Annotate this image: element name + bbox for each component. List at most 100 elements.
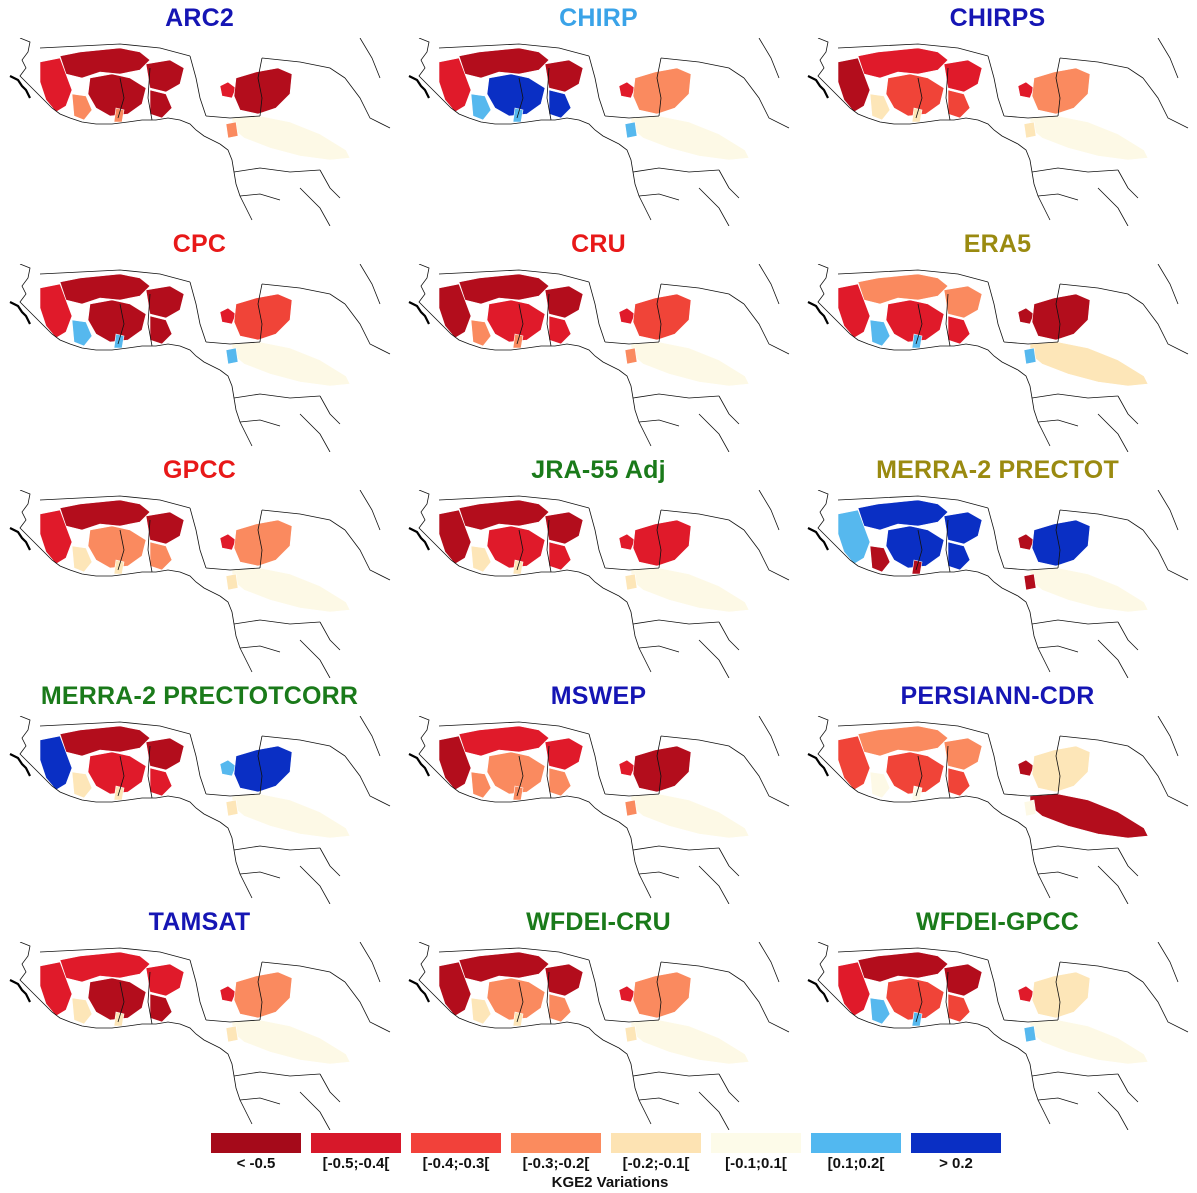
country-border [660,961,745,983]
basin-congo-north [630,567,750,613]
country-border [257,961,263,1021]
country-border [758,490,780,531]
basin-map [9,490,391,678]
country-border [189,55,207,117]
panel-title: CRU [571,230,626,258]
country-border [1017,1047,1051,1125]
country-border [147,293,153,347]
coastline [9,75,31,99]
legend-label: [-0.5;-0.4[ [322,1155,390,1172]
basin-niger-central [87,299,147,343]
country-border [117,303,125,345]
country-border [817,942,1019,1049]
country-border [299,1091,331,1130]
country-border [546,293,552,347]
country-border [1059,283,1144,305]
basin-sanaga [1023,799,1037,817]
country-border [19,716,221,823]
legend-item: > 0.2 [910,1133,1002,1172]
country-border [1003,567,1059,571]
country-border [817,490,1019,597]
basin-map [408,264,790,452]
basin-niger-central [885,977,945,1021]
country-border [1142,303,1189,355]
country-border [618,821,652,899]
panel-title: TAMSAT [148,908,251,936]
country-border [319,169,341,199]
country-border [117,981,125,1023]
country-border [516,77,524,119]
country-border [219,143,253,221]
basin-map [807,716,1189,904]
panel-title: JRA-55 Adj [531,456,666,484]
basin-lake-chad [618,307,636,325]
country-border [758,264,780,305]
legend: KGE2 Variations < -0.5 [-0.5;-0.4[[-0.4;-… [210,1133,1010,1193]
country-border [1031,167,1119,173]
basin-volta [548,89,572,119]
country-border [1017,369,1051,447]
country-border [945,745,951,799]
basin-senegal-niger-north [857,273,949,305]
panel-title: CHIRP [559,4,638,32]
basin-volta [548,315,572,345]
country-border [837,43,989,57]
country-border [1117,169,1139,199]
country-border [632,845,720,851]
coastline [9,753,31,777]
country-border [758,716,780,757]
country-border [189,507,207,569]
basin-congo-north [630,115,750,161]
country-border [239,419,281,427]
basin-lake-chad [618,533,636,551]
panel-title: MERRA-2 PRECTOT [876,456,1119,484]
map-panel: WFDEI-GPCC [798,904,1197,1130]
country-border [618,143,652,221]
legend-label: [-0.2;-0.1[ [622,1155,690,1172]
country-border [588,959,606,1021]
map-panel: ARC2 [0,0,399,226]
basin-niger-east [145,59,185,93]
basin-lake-chad [618,759,636,777]
basin-map [807,490,1189,678]
basin-chari-logone [233,971,293,1019]
country-border [418,716,620,823]
legend-item: [-0.3;-0.2[ [510,1133,602,1172]
basin-chari-logone [1031,971,1091,1019]
country-border [632,393,720,399]
country-border [438,721,590,735]
panel-title: MSWEP [550,682,647,710]
basin-chari-logone [1031,293,1091,341]
country-border [1037,1097,1079,1105]
basin-coastal-sw [71,545,93,573]
country-border [1117,621,1139,651]
basin-coastal-sw [869,545,891,573]
basin-congo-north [231,341,351,387]
country-border [39,495,191,509]
country-border [817,264,1019,371]
country-border [632,167,720,173]
country-border [1157,942,1179,983]
country-border [261,283,346,305]
basin-map [9,38,391,226]
basin-coastal-sw [869,771,891,799]
country-border [319,395,341,425]
country-border [987,281,1005,343]
basin-west-coast [837,57,871,113]
coastline [9,979,31,1003]
basin-senegal-niger-north [857,725,949,757]
legend-swatch [811,1133,901,1153]
basin-senegal-niger-north [59,273,151,305]
basin-coastal-sw [470,93,492,121]
country-border [359,490,381,531]
country-border [1055,735,1061,795]
country-border [205,1019,261,1023]
coastline [9,527,31,551]
country-border [1142,755,1189,807]
country-border [1003,793,1059,797]
country-border [1142,981,1189,1033]
country-border [261,509,346,531]
basin-congo-north [1029,793,1149,839]
basin-congo-north [1029,115,1149,161]
country-border [945,293,951,347]
